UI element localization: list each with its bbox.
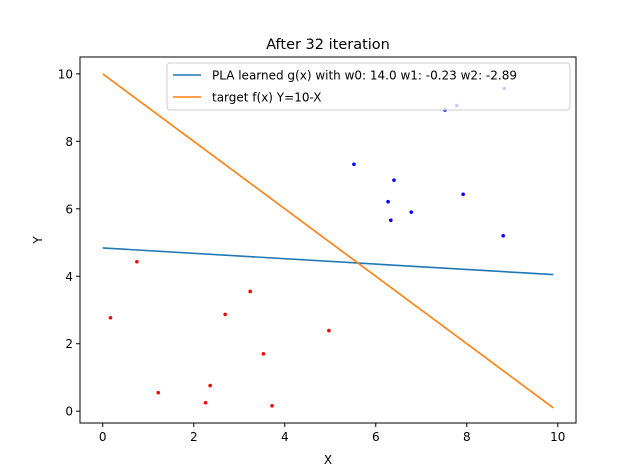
legend-label-pla: PLA learned g(x) with w0: 14.0 w1: -0.23… [212, 69, 517, 83]
scatter-point-1-0 [135, 259, 139, 264]
y-tick-label: 8 [65, 135, 73, 149]
y-tick-label: 6 [65, 202, 73, 216]
scatter-point-1-9 [270, 404, 274, 408]
scatter-point-0-4 [409, 210, 414, 214]
scatter-point-1-7 [208, 383, 212, 388]
axes-frame [79, 56, 577, 424]
y-tick-label: 0 [65, 405, 73, 419]
y-axis-label: Y [31, 236, 45, 245]
scatter-point-1-4 [327, 328, 331, 333]
scatter-point-1-5 [261, 352, 266, 356]
scatter-point-1-3 [223, 312, 227, 317]
scatter-point-0-3 [461, 192, 465, 197]
x-tick-label: 6 [372, 430, 380, 444]
series-line-1 [102, 73, 554, 409]
legend: PLA learned g(x) with w0: 14.0 w1: -0.23… [166, 62, 571, 111]
x-tick-label: 2 [190, 430, 198, 444]
plot-area: 0 2 4 6 8 10 0 2 4 6 8 10 [58, 56, 577, 444]
y-tick-label: 4 [65, 270, 73, 284]
scatter-point-1-1 [108, 315, 113, 320]
x-axis-label: X [324, 453, 332, 467]
scatter-point-1-2 [248, 289, 252, 294]
chart-title: After 32 iteration [266, 37, 390, 53]
y-tick-label: 2 [65, 337, 73, 351]
x-tick-label: 0 [99, 430, 107, 444]
scatter-point-0-6 [501, 233, 505, 238]
scatter-point-0-1 [392, 178, 396, 182]
legend-label-target: target f(x) Y=10-X [212, 91, 321, 105]
x-tick-label: 8 [463, 430, 471, 444]
legend-box [166, 62, 571, 111]
scatter-point-0-5 [389, 218, 393, 223]
y-tick-label: 10 [58, 67, 73, 81]
scatter-point-1-8 [203, 400, 208, 405]
scatter-point-0-0 [352, 162, 356, 167]
ticks-layer: 0 2 4 6 8 10 0 2 4 6 8 10 [58, 67, 566, 444]
marks-layer [102, 73, 554, 409]
scatter-point-1-6 [156, 390, 161, 395]
scatter-point-0-2 [386, 199, 390, 204]
series-line-0 [102, 247, 554, 276]
x-tick-label: 4 [281, 430, 289, 444]
x-tick-label: 10 [550, 430, 565, 444]
